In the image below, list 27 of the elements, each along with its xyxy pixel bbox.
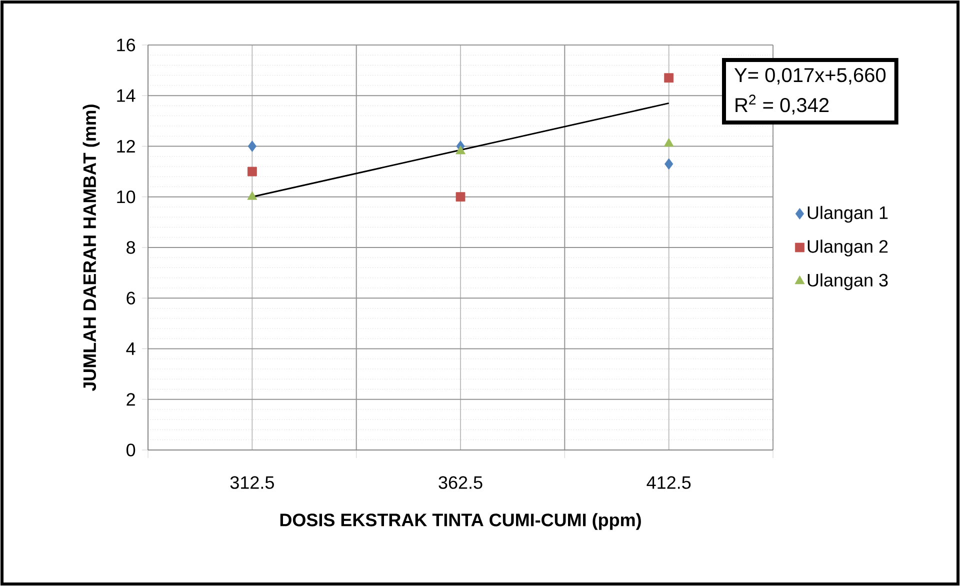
point bbox=[664, 138, 674, 147]
legend-label: Ulangan 1 bbox=[808, 206, 888, 223]
y-tick-label: 10 bbox=[117, 190, 136, 204]
x-tick-label: 312.5 bbox=[230, 476, 274, 489]
y-tick-label: 4 bbox=[126, 342, 136, 355]
x-tick-label: 362.5 bbox=[438, 476, 482, 489]
y-tick-label: 0 bbox=[126, 444, 136, 456]
point bbox=[664, 73, 674, 83]
point bbox=[456, 146, 466, 154]
y-tick-label: 14 bbox=[117, 89, 136, 102]
y-tick-label: 2 bbox=[126, 393, 135, 406]
x-tick-label: 412.5 bbox=[646, 476, 691, 489]
y-axis-title: JUMLAH DAERAH HAMBAT (mm) bbox=[82, 104, 100, 392]
annotation: R$^{2}$ = 0,342 bbox=[736, 94, 829, 115]
y-tick-label: 6 bbox=[126, 292, 136, 304]
point bbox=[247, 166, 257, 176]
x-axis-title: DOSIS EKSTRAK TINTA CUMI-CUMI (ppm) bbox=[280, 513, 641, 530]
y-tick-label: 12 bbox=[117, 140, 135, 153]
legend-label: Ulangan 3 bbox=[808, 273, 888, 290]
point bbox=[664, 158, 674, 170]
point bbox=[456, 192, 466, 202]
y-tick-label: 16 bbox=[117, 38, 136, 52]
annotation: Y= 0,017x+5,660 bbox=[734, 68, 886, 85]
legend-label: Ulangan 2 bbox=[808, 240, 888, 256]
point bbox=[247, 191, 258, 200]
y-tick-label: 8 bbox=[126, 241, 136, 254]
point bbox=[248, 140, 256, 152]
